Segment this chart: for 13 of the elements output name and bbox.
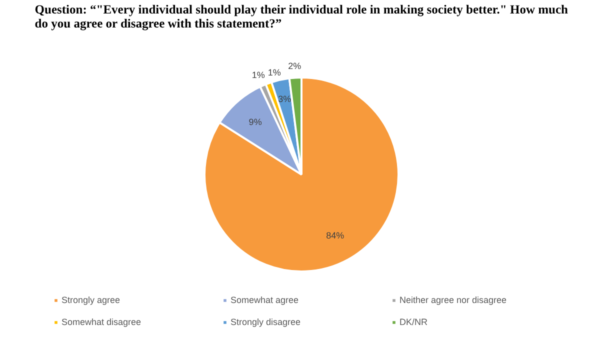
data-label: 9% [248,117,262,128]
legend-label: Somewhat agree [230,294,300,306]
data-label: 1% [268,67,281,78]
legend-label: Strongly agree [62,294,122,306]
data-label: 3% [278,94,292,104]
legend-label: Somewhat disagree [62,316,142,328]
data-label: 2% [288,61,302,72]
legend-label: Neither agree nor disagree [400,294,508,306]
legend-label: DK/NR [400,316,429,328]
legend-label: Strongly disagree [230,316,302,328]
data-label: 84% [326,230,344,241]
chart-title: Question: “"Every individual should play their individual role in making society better." How much do you agree or disagree with this statement?” [34,2,568,30]
data-label: 1% [252,70,265,80]
